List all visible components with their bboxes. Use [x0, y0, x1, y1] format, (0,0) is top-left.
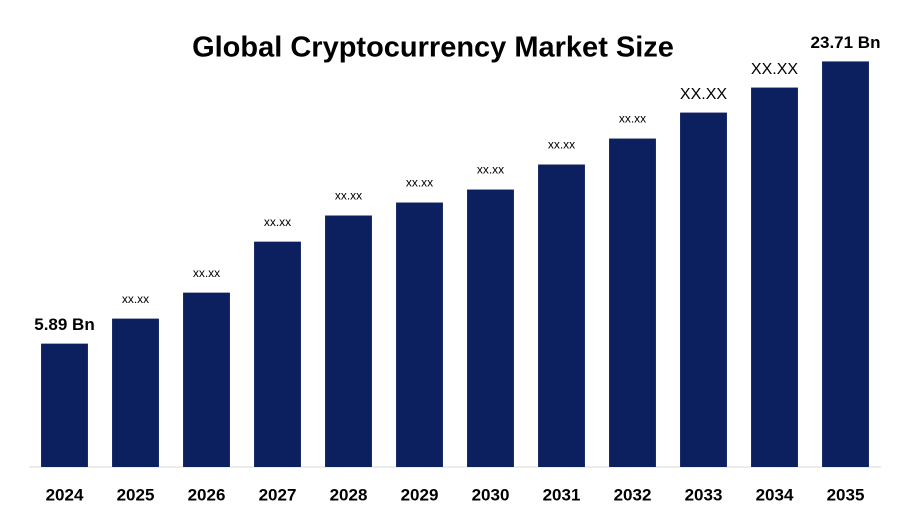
- bar: [254, 241, 301, 467]
- x-tick-label: 2030: [472, 485, 510, 504]
- chart-title: Global Cryptocurrency Market Size: [192, 32, 674, 64]
- bar: [751, 87, 798, 467]
- x-tick-label: 2035: [827, 485, 865, 504]
- value-label: xx.xx: [619, 112, 646, 126]
- bar: [822, 61, 869, 468]
- x-tick-label: 2025: [117, 485, 155, 504]
- value-label: xx.xx: [406, 176, 433, 190]
- x-tick-label: 2031: [543, 485, 581, 504]
- value-label: 5.89 Bn: [34, 315, 94, 334]
- x-tick-label: 2024: [46, 485, 84, 504]
- x-tick-label: 2029: [401, 485, 439, 504]
- bar: [396, 202, 443, 467]
- value-label: XX.XX: [680, 86, 727, 103]
- x-tick-label: 2028: [330, 485, 368, 504]
- value-label: xx.xx: [335, 189, 362, 203]
- value-label: xx.xx: [193, 266, 220, 280]
- value-label: xx.xx: [122, 292, 149, 306]
- bar: [183, 292, 230, 467]
- bar: [680, 112, 727, 468]
- bar: [609, 138, 656, 467]
- bar: [467, 189, 514, 468]
- bar: [325, 215, 372, 467]
- value-label: XX.XX: [751, 61, 798, 78]
- x-tick-label: 2027: [259, 485, 297, 504]
- value-label: xx.xx: [548, 138, 575, 152]
- value-label: 23.71 Bn: [811, 33, 881, 52]
- x-tick-label: 2032: [614, 485, 652, 504]
- value-label: xx.xx: [477, 163, 504, 177]
- value-label: xx.xx: [264, 215, 291, 229]
- bar: [112, 318, 159, 467]
- x-tick-label: 2034: [756, 485, 794, 504]
- x-tick-label: 2026: [188, 485, 226, 504]
- bar: [538, 164, 585, 467]
- x-tick-label: 2033: [685, 485, 723, 504]
- bar: [41, 343, 88, 467]
